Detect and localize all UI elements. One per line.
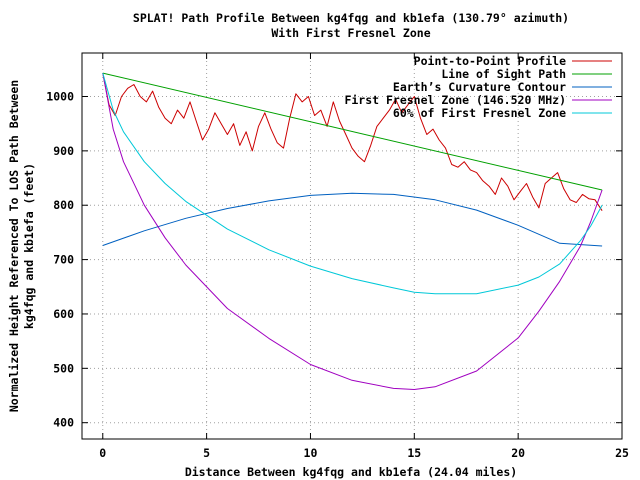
legend-label: First Fresnel Zone (146.520 MHz) xyxy=(344,93,566,107)
x-tick-label: 10 xyxy=(304,446,318,460)
series-line-4 xyxy=(102,72,603,295)
chart-title-line-1: SPLAT! Path Profile Between kg4fqg and k… xyxy=(133,11,569,25)
legend-label: Line of Sight Path xyxy=(441,67,566,81)
y-tick-label: 1000 xyxy=(46,89,74,103)
chart-title-line-2: With First Fresnel Zone xyxy=(271,26,430,40)
series-line-1 xyxy=(102,72,603,191)
x-tick-label: 20 xyxy=(511,446,525,460)
series-line-0 xyxy=(102,73,603,211)
y-axis-ticks: 400 500 600 700 800 900 1000 xyxy=(46,89,622,430)
legend-label: 60% of First Fresnel Zone xyxy=(393,106,566,120)
x-axis-label: Distance Between kg4fqg and kb1efa (24.0… xyxy=(185,465,517,479)
x-axis-ticks: 0 5 10 15 20 25 xyxy=(99,53,629,460)
legend-label: Earth’s Curvature Contour xyxy=(393,80,566,94)
plot-frame xyxy=(81,52,623,440)
series-line-3 xyxy=(102,73,603,390)
y-tick-label: 900 xyxy=(53,144,74,158)
legend-label: Point-to-Point Profile xyxy=(414,54,566,68)
y-axis-label-line-2: kg4fqg and kb1efa (feet) xyxy=(22,163,36,329)
series-line-2 xyxy=(102,192,603,247)
x-tick-label: 5 xyxy=(203,446,210,460)
x-tick-label: 0 xyxy=(99,446,106,460)
y-tick-label: 600 xyxy=(53,307,74,321)
series-layer xyxy=(102,72,603,390)
y-axis-label-line-1: Normalized Height Referenced To LOS Path… xyxy=(7,80,21,412)
y-tick-label: 700 xyxy=(53,253,74,267)
x-tick-label: 15 xyxy=(407,446,421,460)
x-tick-label: 25 xyxy=(615,446,629,460)
y-tick-label: 400 xyxy=(53,416,74,430)
y-tick-label: 800 xyxy=(53,198,74,212)
y-tick-label: 500 xyxy=(53,361,74,375)
